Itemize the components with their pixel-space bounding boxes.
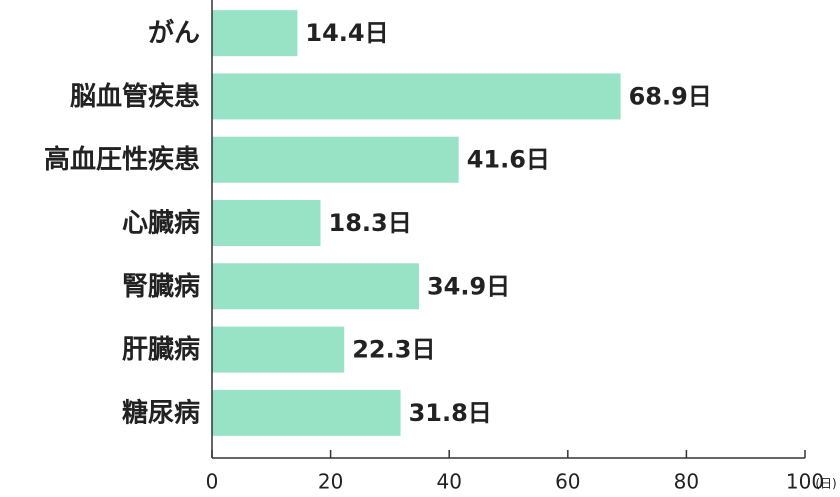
x-tick-label: 80 [674, 470, 699, 494]
x-tick-label: 20 [318, 470, 343, 494]
bar [212, 326, 345, 373]
value-label: 41.6日 [467, 146, 550, 174]
x-tick-label: 40 [436, 470, 461, 494]
bar [212, 263, 419, 310]
x-tick-label: 0 [206, 470, 219, 494]
category-label: 糖尿病 [122, 397, 200, 428]
bar [212, 10, 298, 57]
category-label: 肝臓病 [122, 335, 200, 365]
value-label: 22.3日 [352, 336, 435, 364]
x-tick-label: 60 [555, 470, 580, 494]
value-label: 14.4日 [305, 19, 388, 47]
bar [212, 73, 621, 120]
x-tick-label: 100 [786, 470, 824, 494]
category-label: 心臓病 [122, 209, 200, 239]
x-unit: (日) [815, 477, 836, 491]
bar [212, 136, 459, 183]
category-label: 高血圧性疾患 [44, 144, 200, 175]
value-label: 34.9日 [427, 272, 510, 300]
category-label: がん [148, 18, 200, 49]
value-label: 18.3日 [329, 209, 412, 237]
value-label: 31.8日 [409, 399, 492, 427]
value-label: 68.9日 [629, 82, 712, 110]
bar [212, 200, 321, 246]
category-label: 腎臓病 [122, 272, 200, 302]
bar [212, 389, 401, 436]
category-label: 脳血管疾患 [69, 81, 200, 112]
